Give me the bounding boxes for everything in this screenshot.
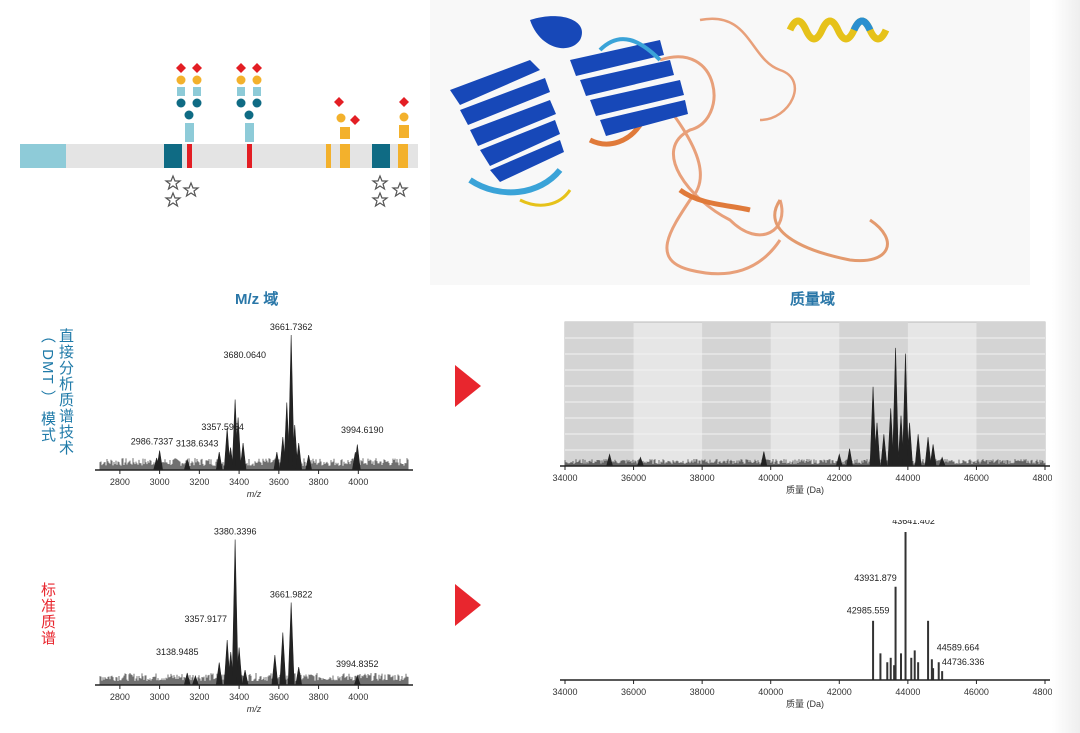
x-tick-label: 3400 (229, 692, 249, 702)
o-glycosite-1 (326, 144, 331, 168)
x-tick-label: 34000 (552, 473, 577, 483)
x-tick-label: 36000 (621, 687, 646, 697)
peak-annotation: 3357.5954 (201, 422, 244, 432)
n-glycan-icon (236, 63, 262, 142)
peak-annotation: 42985.559 (847, 605, 890, 615)
peak-annotation: 3380.3396 (214, 527, 257, 537)
plot-band (976, 322, 1045, 466)
standard-row-label: 标准质谱 (39, 582, 56, 646)
peak-line (271, 654, 279, 686)
x-tick-label: 3200 (189, 692, 209, 702)
o-glycosite-2 (340, 144, 350, 168)
o-glycosite-3 (398, 144, 408, 168)
x-tick-label: 40000 (758, 687, 783, 697)
peak-annotation: 43931.879 (854, 573, 897, 583)
dmt-mass-spectrum: 34000 36000 38000 40000 42000 44000 46000 48000… (552, 321, 1058, 495)
x-axis-label: m/z (247, 704, 262, 714)
noise-trace (99, 458, 409, 470)
x-tick-label: 38000 (690, 687, 715, 697)
x-tick-label: 4000 (348, 477, 368, 487)
x-tick-label: 38000 (690, 473, 715, 483)
x-tick-label: 4000 (348, 692, 368, 702)
peak-line (239, 442, 247, 471)
peak-annotation: 3138.6343 (176, 439, 219, 449)
page-edge-shade (1052, 0, 1080, 733)
x-tick-label: 3000 (150, 477, 170, 487)
x-tick-label: 3400 (229, 477, 249, 487)
x-axis-label: 质量 (Da) (786, 484, 824, 495)
standard-mass-spectrum: 34000 36000 38000 40000 42000 44000 46000 48000… (552, 520, 1057, 709)
peak-annotation: 43641.402 (892, 520, 935, 526)
mz-domain-title: M/z 域 (235, 291, 279, 308)
x-axis-label: 质量 (Da) (786, 698, 824, 709)
peak-annotation: 3661.7362 (270, 322, 313, 332)
protein-backbone-bar (20, 144, 418, 168)
alphafold-structure-icon (430, 0, 1030, 285)
plot-background (564, 321, 1046, 467)
x-tick-label: 34000 (552, 687, 577, 697)
x-tick-label: 2800 (110, 477, 130, 487)
noise-trace (99, 673, 409, 685)
dmt-mz-spectrum: 2800 3000 3200 3400 3600 3800 4000 m/z 2986.7337… (95, 322, 413, 499)
x-tick-label: 3800 (309, 692, 329, 702)
x-tick-label: 40000 (758, 473, 783, 483)
plot-band (702, 322, 771, 466)
standard-mz-spectrum: 2800 3000 3200 3400 3600 3800 4000 m/z 3380.3396… (95, 527, 413, 714)
dmt-row-label: 直接分析质谱技术 （ DMT ） 模式 (39, 328, 74, 456)
x-tick-label: 3800 (309, 477, 329, 487)
n-terminal-domain (20, 144, 66, 168)
x-tick-label: 48000 (1032, 687, 1057, 697)
o-glycan-icon (399, 97, 409, 138)
x-tick-label: 48000 (1032, 473, 1057, 483)
peak-annotation: 2986.7337 (131, 437, 174, 447)
x-tick-label: 42000 (827, 687, 852, 697)
x-tick-label: 36000 (621, 473, 646, 483)
mass-domain-title: 质量域 (790, 291, 836, 308)
peak-line (231, 539, 239, 686)
peak-line (156, 450, 163, 471)
arrow-icon (455, 584, 481, 626)
glycosite-2 (247, 144, 252, 168)
protein-domain-diagram (20, 63, 418, 208)
x-tick-label: 44000 (895, 687, 920, 697)
peak-annotation: 3994.6190 (341, 425, 384, 435)
x-tick-label: 3600 (269, 477, 289, 487)
peak-annotation: 3680.0640 (223, 350, 266, 360)
x-tick-label: 42000 (827, 473, 852, 483)
o-glycan-icon (334, 97, 360, 139)
peak-annotation: 3357.9177 (184, 614, 227, 624)
x-tick-label: 46000 (964, 687, 989, 697)
peak-annotation: 3994.8352 (336, 659, 379, 669)
x-tick-label: 3000 (150, 692, 170, 702)
peak-annotation: 44589.664 (937, 642, 980, 652)
x-tick-label: 3600 (269, 692, 289, 702)
peak-annotation: 3661.9822 (270, 590, 313, 600)
teal-domain-1 (164, 144, 182, 168)
x-tick-label: 2800 (110, 692, 130, 702)
x-tick-label: 44000 (895, 473, 920, 483)
phosphate-star-icon (164, 174, 409, 208)
peak-line (279, 632, 287, 686)
x-tick-label: 46000 (964, 473, 989, 483)
teal-domain-2 (372, 144, 390, 168)
n-glycan-icon (176, 63, 202, 142)
arrow-icon (455, 365, 481, 407)
glycosite-1 (187, 144, 192, 168)
x-axis-label: m/z (247, 489, 262, 499)
plot-band (565, 322, 634, 466)
peak-annotation: 3138.9485 (156, 647, 199, 657)
peak-annotation: 44736.336 (942, 657, 985, 667)
peak-line (215, 662, 223, 686)
x-tick-label: 3200 (189, 477, 209, 487)
peak-line (287, 602, 295, 686)
